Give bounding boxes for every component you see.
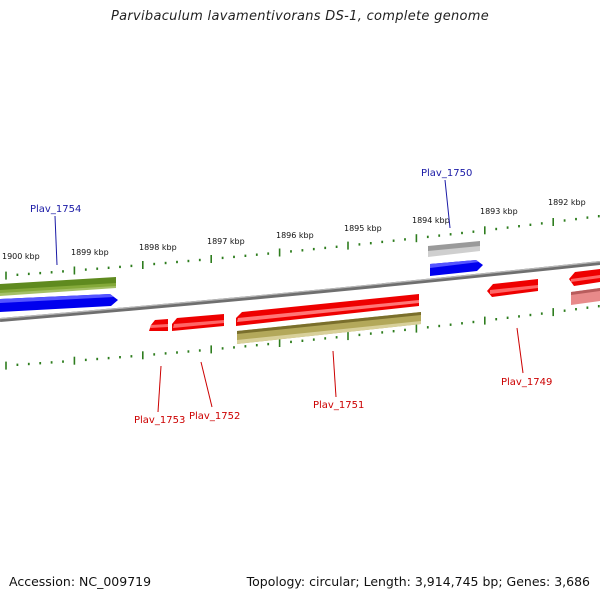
gene-label-plav_1752[interactable]: Plav_1752 — [189, 411, 240, 422]
gene-arrow-plav_1752[interactable] — [172, 314, 224, 331]
tick-label-1897kbp: 1897 kbp — [207, 237, 245, 246]
gene-arrow-plav_1749[interactable] — [487, 279, 538, 297]
tick-label-1892kbp: 1892 kbp — [548, 198, 586, 207]
tick-label-1894kbp: 1894 kbp — [412, 216, 450, 225]
genome-backbone — [0, 261, 600, 322]
tick-label-1900kbp: 1900 kbp — [2, 252, 40, 261]
feature-grey-upper[interactable] — [428, 241, 480, 257]
gene-arrow-right-edge[interactable] — [569, 269, 600, 286]
genome-backbone-highlight — [0, 261, 600, 320]
gene-arrow-plav_1750[interactable] — [430, 260, 483, 276]
leader-line-plav_1752 — [200, 361, 213, 408]
feature-green-upper[interactable] — [0, 277, 116, 296]
gene-label-plav_1751[interactable]: Plav_1751 — [313, 400, 364, 411]
upper-tick-ring — [5, 215, 600, 280]
gene-label-plav_1750[interactable]: Plav_1750 — [421, 168, 472, 179]
tick-label-1898kbp: 1898 kbp — [139, 243, 177, 252]
tick-label-1895kbp: 1895 kbp — [344, 224, 382, 233]
gene-arrow-plav_1753[interactable] — [149, 319, 168, 331]
leader-line-plav_1754 — [54, 215, 58, 266]
gene-arrow-plav_1754[interactable] — [0, 294, 118, 312]
gene-label-plav_1754[interactable]: Plav_1754 — [30, 204, 81, 215]
leader-line-plav_1749 — [516, 327, 524, 374]
tick-label-1899kbp: 1899 kbp — [71, 248, 109, 257]
map-title: Parvibaculum lavamentivorans DS-1, compl… — [110, 9, 490, 24]
gene-label-plav_1753[interactable]: Plav_1753 — [134, 415, 185, 426]
leader-line-plav_1751 — [332, 350, 337, 398]
tick-label-1896kbp: 1896 kbp — [276, 231, 314, 240]
feature-pink-right-edge[interactable] — [571, 288, 600, 305]
topology-text: Topology: circular; Length: 3,914,745 bp… — [246, 574, 590, 589]
leader-line-plav_1753 — [157, 365, 162, 413]
lower-tick-ring — [5, 305, 600, 370]
feature-olive-lower[interactable] — [237, 312, 421, 344]
accession-text: Accession: NC_009719 — [9, 574, 152, 589]
gene-label-plav_1749[interactable]: Plav_1749 — [501, 377, 552, 388]
leader-line-plav_1750 — [444, 179, 451, 229]
gene-arrow-plav_1751[interactable] — [236, 294, 419, 326]
tick-label-1893kbp: 1893 kbp — [480, 207, 518, 216]
